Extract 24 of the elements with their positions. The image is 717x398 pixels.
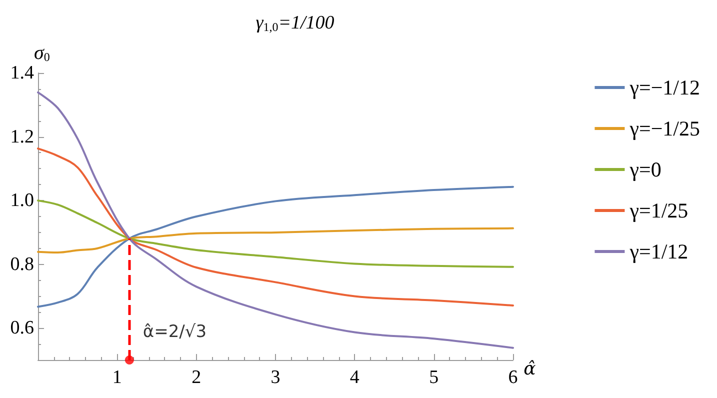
line-series [37, 186, 514, 308]
line-series [37, 200, 514, 268]
y-tick-label: 1.0 [10, 190, 34, 212]
line-series [37, 227, 514, 254]
line-series [37, 91, 514, 349]
legend-label: γ=1/12 [628, 240, 688, 264]
legend-label: γ=−1/25 [628, 116, 700, 140]
y-axis-title: σ0 [34, 42, 50, 64]
x-tick-label: 2 [192, 367, 202, 388]
y-tick-label: 1.2 [10, 126, 34, 148]
x-tick-label: 1 [112, 367, 122, 388]
x-tick-label: 3 [270, 367, 280, 388]
x-tick-label: 5 [429, 367, 439, 388]
legend-label: γ=−1/12 [628, 76, 700, 100]
line-series [37, 148, 514, 306]
x-axis-title: α̂ [524, 358, 536, 380]
y-tick-label: 0.8 [10, 254, 34, 275]
annotation: α̂=2/√3 [142, 322, 207, 342]
y-tick-label: 1.4 [10, 62, 34, 84]
y-tick-label: 0.6 [10, 318, 34, 339]
legend-label: γ=1/25 [628, 198, 688, 222]
legend-label: γ=0 [628, 158, 662, 182]
x-tick-label: 4 [350, 367, 360, 388]
x-tick-label: 6 [508, 367, 518, 388]
